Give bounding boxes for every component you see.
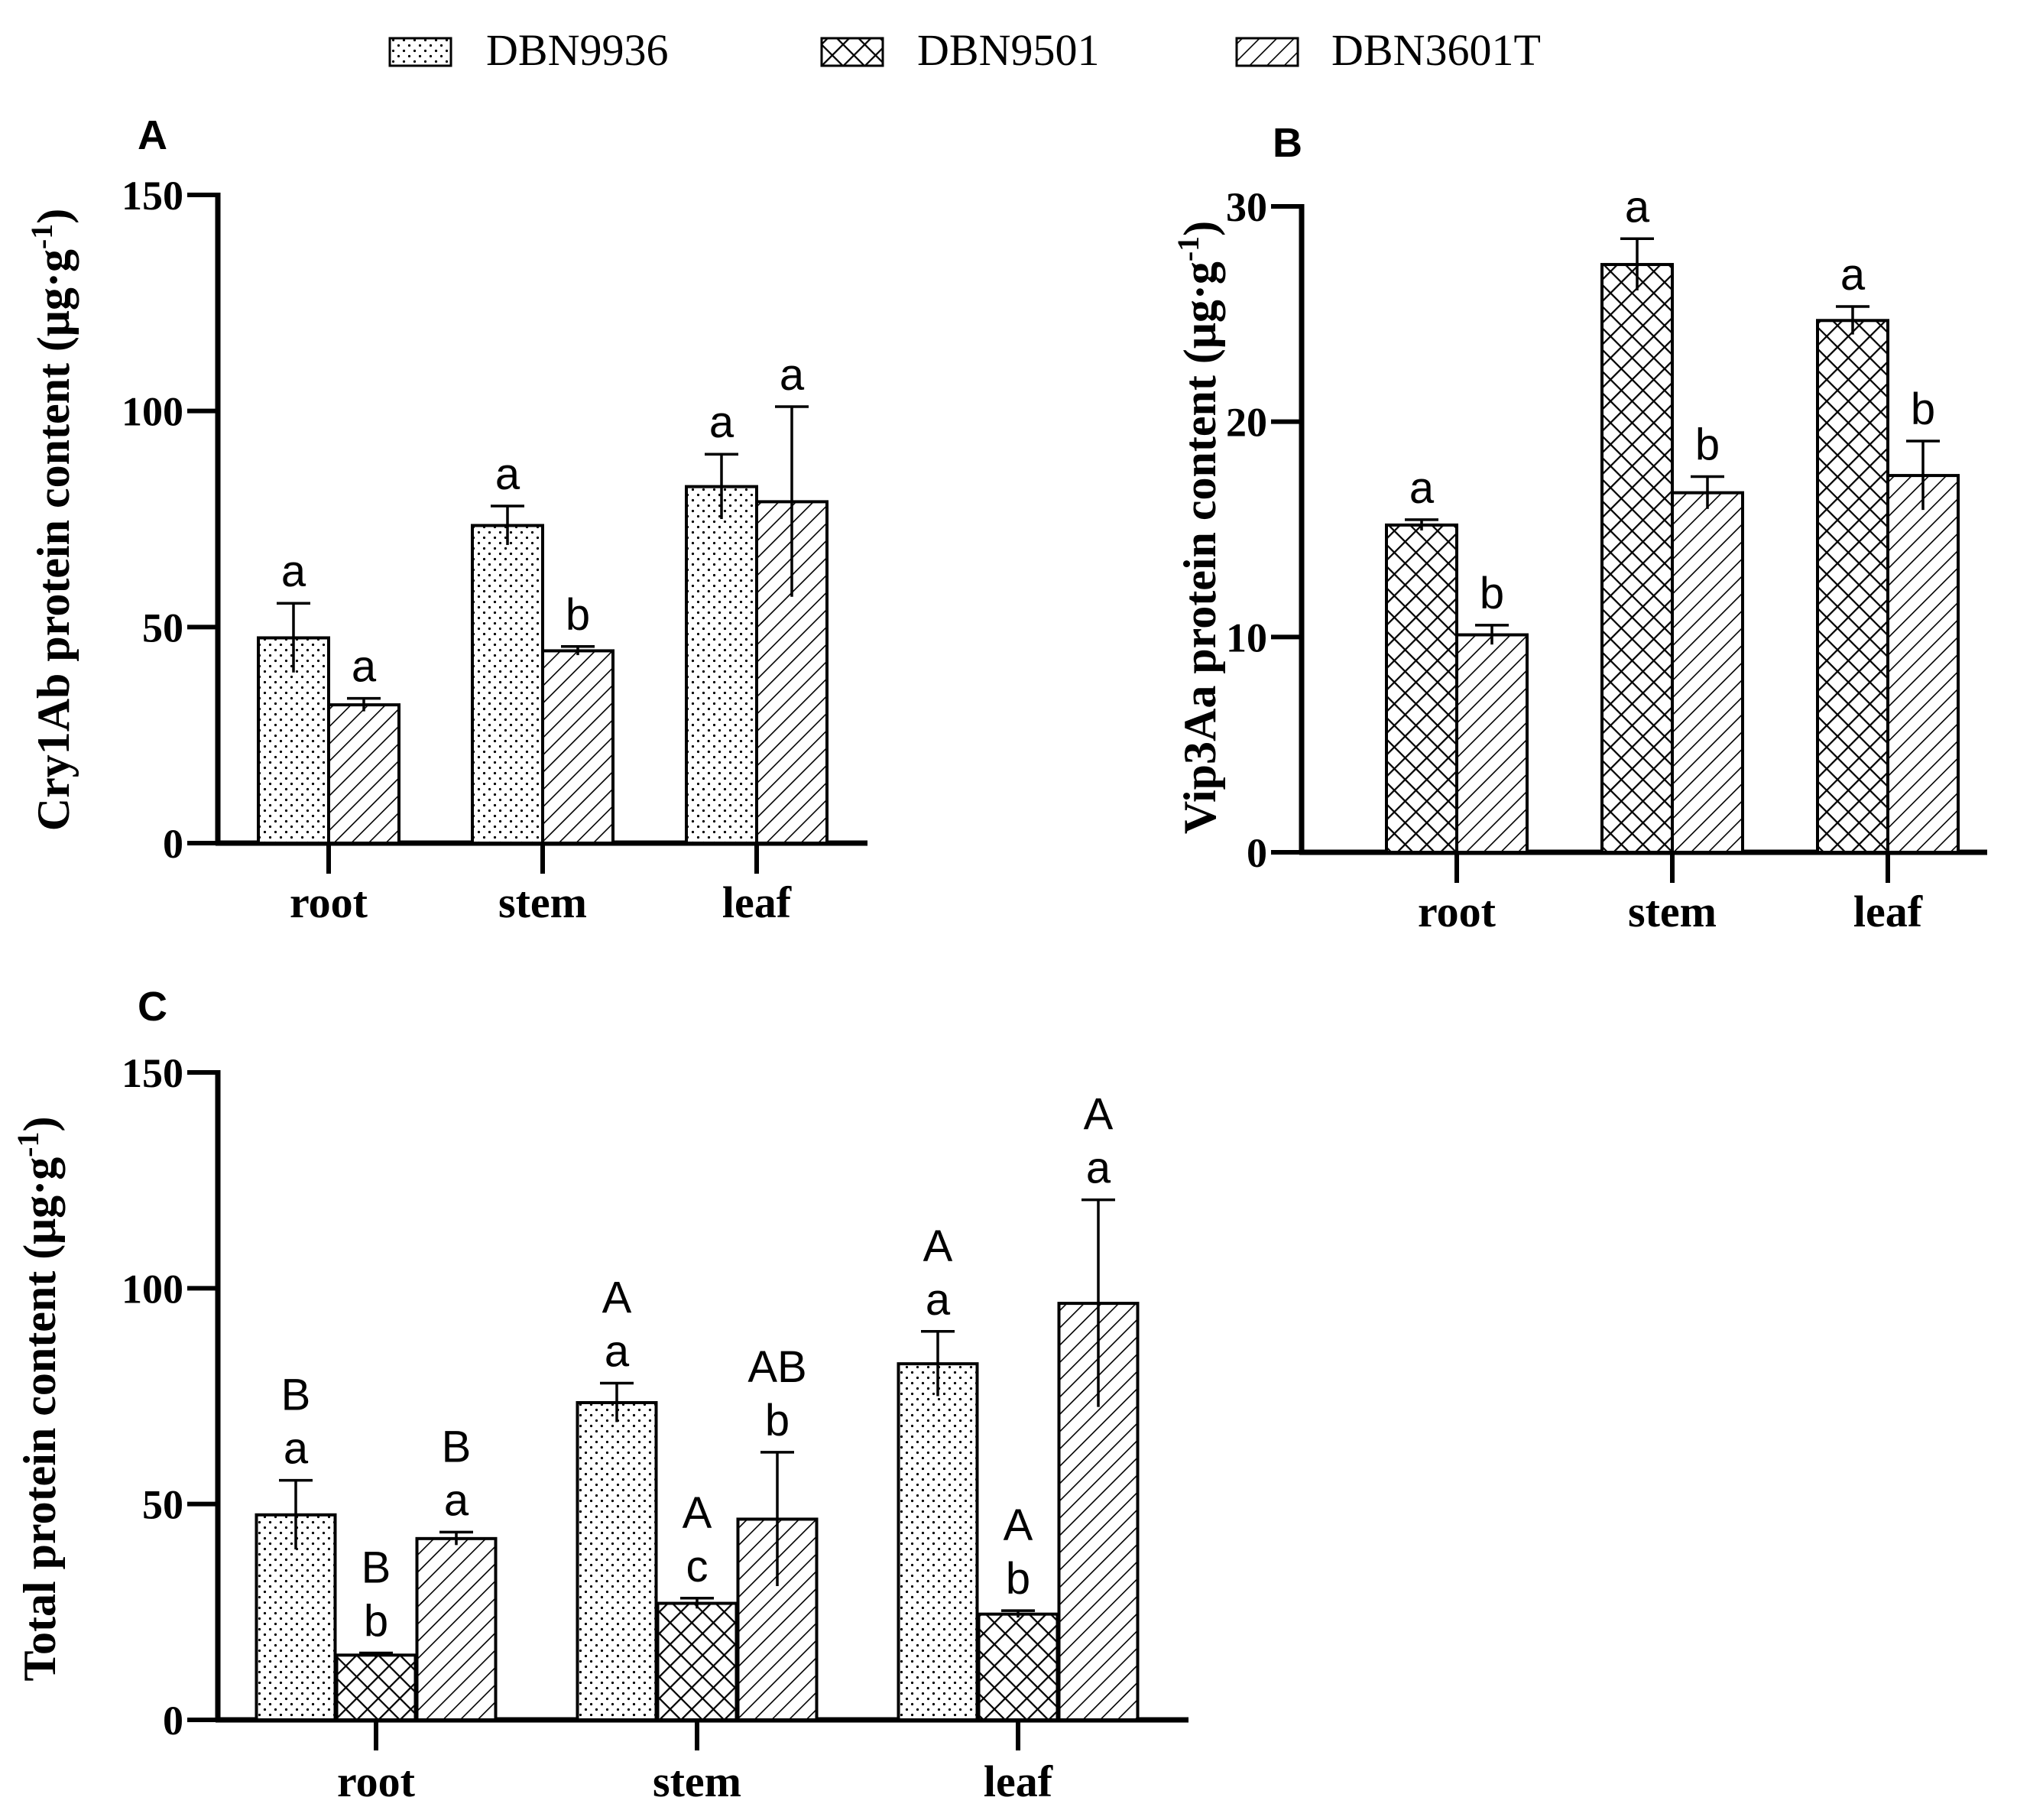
- sig-letter-a-dbn3601t-stem: b: [566, 590, 590, 640]
- x-tick-label-b-root: root: [1418, 887, 1497, 936]
- sig-upper-c-dbn9501-root: B: [362, 1543, 391, 1592]
- bar-b-dbn9501-leaf: [1816, 319, 1889, 854]
- bar-b-dbn3601t-root: [1455, 633, 1529, 854]
- legend-label-dbn9501: DBN9501: [917, 25, 1099, 75]
- sig-upper-c-dbn9501-leaf: A: [1004, 1500, 1033, 1550]
- sig-letter-c-dbn9501-root: b: [364, 1596, 388, 1646]
- x-tick-label-b-leaf: leaf: [1853, 887, 1923, 936]
- sig-upper-c-dbn9936-stem: A: [602, 1273, 632, 1323]
- sig-letter-a-dbn9936-root: a: [281, 547, 306, 596]
- y-tick-label-c-0: 0: [163, 1698, 183, 1744]
- sig-letter-c-dbn3601t-root: a: [444, 1475, 469, 1525]
- x-tick-label-a-root: root: [290, 878, 368, 927]
- sig-letter-a-dbn9936-leaf: a: [709, 397, 734, 447]
- sig-letter-c-dbn9936-root: a: [284, 1424, 309, 1474]
- sig-letter-b-dbn3601t-stem: b: [1695, 420, 1720, 469]
- y-tick-label-a-0: 0: [163, 821, 183, 867]
- sig-letter-c-dbn9501-leaf: b: [1006, 1554, 1030, 1604]
- y-tick-label-a-50: 50: [142, 605, 183, 650]
- panel-label-c: C: [138, 984, 167, 1030]
- bar-b-dbn3601t-leaf: [1886, 474, 1960, 854]
- y-tick-label-b-0: 0: [1247, 830, 1267, 876]
- bar-c-dbn9501-leaf: [977, 1612, 1059, 1722]
- bar-b-dbn9501-root: [1385, 523, 1458, 854]
- y-tick-label-c-50: 50: [142, 1482, 183, 1528]
- x-tick-label-b-stem: stem: [1628, 887, 1717, 936]
- sig-upper-c-dbn9936-root: B: [281, 1371, 311, 1420]
- sig-letter-a-dbn3601t-leaf: a: [780, 350, 805, 400]
- y-tick-label-c-150: 150: [122, 1050, 183, 1096]
- bar-c-dbn9936-stem: [576, 1400, 658, 1721]
- x-tick-label-c-stem: stem: [653, 1757, 741, 1806]
- bar-a-dbn3601t-stem: [541, 649, 615, 845]
- panel-c-chart: C 0 50 100 150 root stem leaf Total protein cont…: [11, 984, 1188, 1806]
- sig-letter-c-dbn9936-stem: a: [605, 1327, 630, 1377]
- y-tick-label-b-20: 20: [1226, 400, 1267, 446]
- y-axis-label-a: Cry1Ab protein content (μg·g-1): [24, 209, 79, 832]
- x-tick-label-a-leaf: leaf: [722, 878, 792, 927]
- y-tick-label-b-30: 30: [1226, 184, 1267, 230]
- x-tick-label-c-leaf: leaf: [984, 1757, 1053, 1806]
- y-tick-label-a-150: 150: [122, 173, 183, 219]
- panel-a-chart: A 0 50 100 150 root stem leaf Cry1Ab protein con…: [24, 112, 867, 927]
- legend-label-dbn3601t: DBN3601T: [1331, 25, 1541, 75]
- legend-swatch-dbn9936: [388, 37, 452, 67]
- bar-c-dbn9501-root: [335, 1653, 417, 1722]
- sig-letter-b-dbn3601t-leaf: b: [1911, 384, 1935, 434]
- sig-letter-c-dbn3601t-stem: b: [765, 1396, 790, 1445]
- panel-label-a: A: [138, 112, 167, 158]
- sig-upper-c-dbn9501-stem: A: [683, 1488, 712, 1538]
- sig-upper-c-dbn3601t-stem: AB: [747, 1342, 806, 1392]
- bar-b-dbn3601t-stem: [1671, 491, 1744, 854]
- bar-a-dbn3601t-root: [327, 703, 400, 845]
- x-tick-label-c-root: root: [337, 1757, 416, 1806]
- sig-upper-c-dbn3601t-leaf: A: [1084, 1090, 1114, 1140]
- y-axis-label-b: Vip3Aa protein content (μg·g-1): [1171, 221, 1226, 834]
- sig-letter-b-dbn9501-leaf: a: [1840, 250, 1866, 300]
- sig-letter-b-dbn9501-root: a: [1409, 463, 1435, 513]
- sig-upper-c-dbn3601t-root: B: [442, 1422, 472, 1471]
- sig-upper-c-dbn9936-leaf: A: [923, 1221, 953, 1271]
- bar-b-dbn9501-stem: [1600, 263, 1674, 854]
- bar-a-dbn9936-stem: [471, 524, 544, 845]
- bar-c-dbn3601t-root: [415, 1536, 498, 1721]
- legend-swatch-dbn9501: [820, 37, 884, 67]
- sig-letter-a-dbn9936-stem: a: [495, 449, 520, 499]
- legend-swatch-dbn3601t: [1235, 37, 1299, 67]
- x-tick-label-a-stem: stem: [498, 878, 587, 927]
- sig-letter-b-dbn3601t-root: b: [1480, 569, 1504, 618]
- y-axis-label-c: Total protein content (μg·g-1): [11, 1116, 66, 1681]
- panel-label-b: B: [1273, 120, 1302, 166]
- y-tick-label-c-100: 100: [122, 1266, 183, 1312]
- y-tick-label-a-100: 100: [122, 389, 183, 435]
- legend-label-dbn9936: DBN9936: [486, 25, 668, 75]
- bar-c-dbn3601t-leaf: [1057, 1302, 1140, 1721]
- sig-letter-c-dbn9936-leaf: a: [926, 1275, 951, 1325]
- panel-b-chart: B 0 10 20 30 root stem leaf Vip3Aa protein conte…: [1171, 120, 1987, 936]
- bar-a-dbn9936-leaf: [685, 485, 758, 845]
- sig-letter-b-dbn9501-stem: a: [1625, 182, 1650, 232]
- bar-c-dbn9501-stem: [656, 1601, 738, 1722]
- sig-letter-a-dbn3601t-root: a: [352, 642, 377, 692]
- legend: DBN9936 DBN9501 DBN3601T: [388, 25, 1541, 75]
- y-tick-label-b-10: 10: [1226, 615, 1267, 660]
- sig-letter-c-dbn9501-stem: c: [686, 1542, 709, 1591]
- sig-letter-c-dbn3601t-leaf: a: [1086, 1144, 1111, 1193]
- bar-c-dbn9936-leaf: [897, 1362, 979, 1722]
